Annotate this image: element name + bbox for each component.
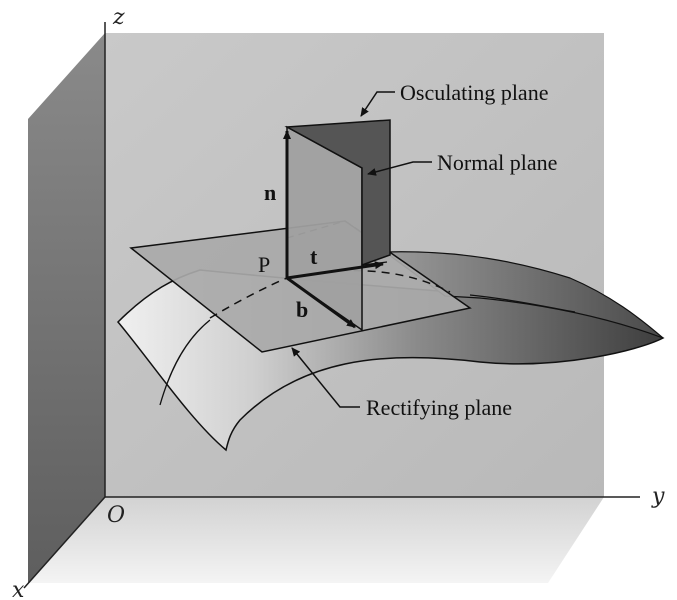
binormal-vector-label: b: [296, 297, 308, 322]
normal-plane-label: Normal plane: [437, 150, 557, 175]
binormal-vector: [286, 276, 356, 329]
surface-curve-line: [159, 319, 211, 406]
tangent-vector-label: t: [310, 244, 318, 269]
origin-label: O: [107, 503, 125, 528]
normal-leader: [367, 161, 432, 176]
x-axis-label: x: [12, 578, 25, 600]
z-axis-label: z: [112, 5, 125, 30]
osculating-plane-label: Osculating plane: [400, 80, 548, 105]
surface-curve-line-2: [469, 294, 576, 313]
curve-dashed: [209, 269, 451, 319]
normal-vector-label: n: [264, 180, 276, 205]
rectifying-plane-label: Rectifying plane: [366, 395, 512, 420]
osculating-plane: [284, 119, 391, 267]
x-axis: [23, 496, 106, 589]
osculating-leader: [360, 91, 395, 117]
floor: [28, 497, 604, 583]
point-p-label: P: [258, 252, 270, 277]
left-wall: [28, 33, 105, 583]
y-axis-label: y: [651, 484, 665, 509]
tangent-vector: [286, 261, 384, 280]
rectifying-leader: [291, 347, 360, 408]
